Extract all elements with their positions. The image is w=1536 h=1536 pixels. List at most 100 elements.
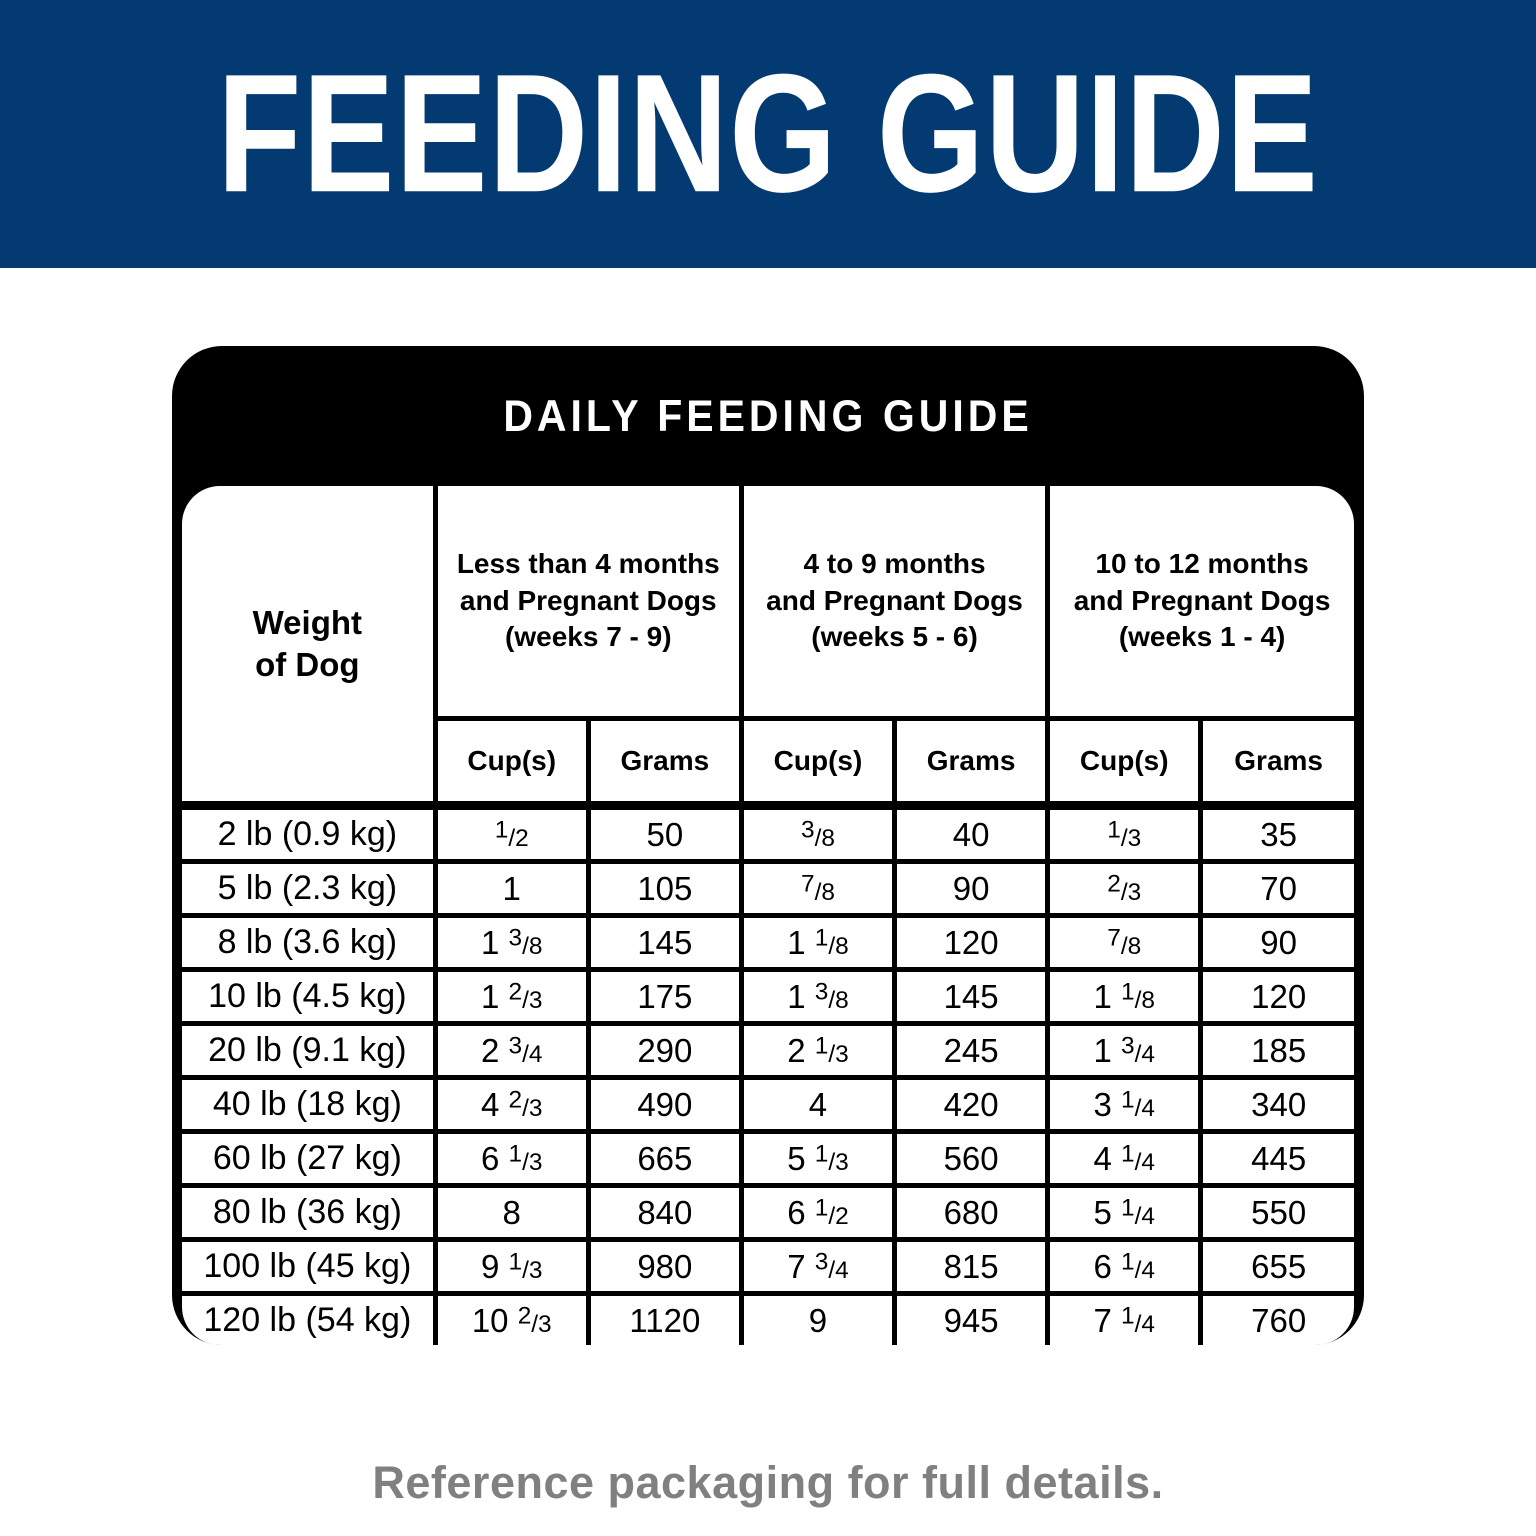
grams-cell: 245 xyxy=(892,1021,1051,1080)
grams-cell: 50 xyxy=(585,801,744,864)
cups-cell: 6 1/3 xyxy=(432,1129,591,1188)
cups-cell: 2/3 xyxy=(1045,859,1204,918)
cups-cell: 1 xyxy=(432,859,591,918)
grams-cell: 145 xyxy=(892,967,1051,1026)
cups-cell: 2 1/3 xyxy=(738,1021,898,1080)
grams-cell: 90 xyxy=(1198,913,1354,972)
cups-cell: 4 2/3 xyxy=(432,1075,591,1134)
grams-cell: 175 xyxy=(585,967,744,1026)
weight-cell: 10 lb (4.5 kg) xyxy=(182,967,438,1026)
table-row: 40 lb (18 kg) 4 2/3 490 4 420 3 1/4 340 xyxy=(182,1075,1354,1134)
cups-cell: 3/8 xyxy=(738,801,898,864)
card-header: DAILY FEEDING GUIDE xyxy=(172,346,1364,486)
cups-cell: 1 3/4 xyxy=(1045,1021,1204,1080)
cups-cell: 9 xyxy=(738,1291,898,1345)
weight-cell: 80 lb (36 kg) xyxy=(182,1183,438,1242)
feeding-table-container: Weight of Dog Less than 4 months and Pre… xyxy=(182,486,1354,1345)
age-group-header-under-4-months: Less than 4 months and Pregnant Dogs (we… xyxy=(432,486,744,721)
cups-cell: 1/3 xyxy=(1045,801,1204,864)
grams-cell: 445 xyxy=(1198,1129,1354,1188)
table-row: 5 lb (2.3 kg) 1 105 7/8 90 2/3 70 xyxy=(182,859,1354,918)
page-title: FEEDING GUIDE xyxy=(217,39,1319,228)
weight-cell: 20 lb (9.1 kg) xyxy=(182,1021,438,1080)
grams-cell: 665 xyxy=(585,1129,744,1188)
cups-cell: 1 1/8 xyxy=(1045,967,1204,1026)
grams-cell: 35 xyxy=(1198,801,1354,864)
cups-cell: 5 1/4 xyxy=(1045,1183,1204,1242)
cups-cell: 1 3/8 xyxy=(432,913,591,972)
grams-cell: 1120 xyxy=(585,1291,744,1345)
cups-header: Cup(s) xyxy=(1045,716,1204,808)
feeding-table-body: 2 lb (0.9 kg) 1/2 50 3/8 40 1/3 35 5 lb … xyxy=(182,801,1354,1345)
cups-cell: 1 3/8 xyxy=(738,967,898,1026)
table-row: 100 lb (45 kg) 9 1/3 980 7 3/4 815 6 1/4… xyxy=(182,1237,1354,1296)
age-group-header-10-to-12-months: 10 to 12 months and Pregnant Dogs (weeks… xyxy=(1045,486,1354,721)
grams-cell: 90 xyxy=(892,859,1051,918)
grams-cell: 120 xyxy=(1198,967,1354,1026)
weight-cell: 8 lb (3.6 kg) xyxy=(182,913,438,972)
weight-cell: 120 lb (54 kg) xyxy=(182,1291,438,1345)
grams-cell: 490 xyxy=(585,1075,744,1134)
grams-cell: 550 xyxy=(1198,1183,1354,1242)
grams-cell: 40 xyxy=(892,801,1051,864)
cups-cell: 1 2/3 xyxy=(432,967,591,1026)
table-row: 120 lb (54 kg) 10 2/3 1120 9 945 7 1/4 7… xyxy=(182,1291,1354,1345)
grams-cell: 840 xyxy=(585,1183,744,1242)
cups-cell: 7/8 xyxy=(1045,913,1204,972)
table-row: 10 lb (4.5 kg) 1 2/3 175 1 3/8 145 1 1/8… xyxy=(182,967,1354,1026)
grams-cell: 70 xyxy=(1198,859,1354,918)
cups-cell: 4 xyxy=(738,1075,898,1134)
grams-header: Grams xyxy=(892,716,1051,808)
grams-cell: 980 xyxy=(585,1237,744,1296)
weight-cell: 60 lb (27 kg) xyxy=(182,1129,438,1188)
grams-header: Grams xyxy=(585,716,744,808)
grams-cell: 680 xyxy=(892,1183,1051,1242)
cups-cell: 6 1/4 xyxy=(1045,1237,1204,1296)
grams-cell: 420 xyxy=(892,1075,1051,1134)
grams-cell: 145 xyxy=(585,913,744,972)
grams-cell: 945 xyxy=(892,1291,1051,1345)
cups-header: Cup(s) xyxy=(435,716,591,808)
table-row: 20 lb (9.1 kg) 2 3/4 290 2 1/3 245 1 3/4… xyxy=(182,1021,1354,1080)
page-banner: FEEDING GUIDE xyxy=(0,0,1536,268)
grams-cell: 560 xyxy=(892,1129,1051,1188)
cups-cell: 3 1/4 xyxy=(1045,1075,1204,1134)
grams-cell: 655 xyxy=(1198,1237,1354,1296)
table-row: 2 lb (0.9 kg) 1/2 50 3/8 40 1/3 35 xyxy=(182,801,1354,864)
cups-cell: 8 xyxy=(432,1183,591,1242)
grams-cell: 340 xyxy=(1198,1075,1354,1134)
cups-cell: 5 1/3 xyxy=(738,1129,898,1188)
weight-of-dog-header: Weight of Dog xyxy=(182,486,438,808)
cups-cell: 10 2/3 xyxy=(432,1291,591,1345)
cups-header: Cup(s) xyxy=(738,716,898,808)
weight-cell: 2 lb (0.9 kg) xyxy=(182,801,438,864)
table-row: 8 lb (3.6 kg) 1 3/8 145 1 1/8 120 7/8 90 xyxy=(182,913,1354,972)
age-group-header-4-to-9-months: 4 to 9 months and Pregnant Dogs (weeks 5… xyxy=(738,486,1051,721)
age-group-header-row: Weight of Dog Less than 4 months and Pre… xyxy=(182,486,1354,808)
card-title: DAILY FEEDING GUIDE xyxy=(503,390,1033,441)
grams-cell: 185 xyxy=(1198,1021,1354,1080)
grams-header: Grams xyxy=(1198,716,1354,808)
feeding-guide-card: DAILY FEEDING GUIDE Weight of Dog Less t… xyxy=(172,346,1364,1345)
footer-note: Reference packaging for full details. xyxy=(372,1457,1164,1508)
grams-cell: 760 xyxy=(1198,1291,1354,1345)
cups-cell: 4 1/4 xyxy=(1045,1129,1204,1188)
feeding-table: Weight of Dog Less than 4 months and Pre… xyxy=(182,486,1354,1345)
cups-cell: 7 3/4 xyxy=(738,1237,898,1296)
weight-cell: 5 lb (2.3 kg) xyxy=(182,859,438,918)
cups-cell: 2 3/4 xyxy=(432,1021,591,1080)
grams-cell: 290 xyxy=(585,1021,744,1080)
cups-cell: 7 1/4 xyxy=(1045,1291,1204,1345)
unit-header-row: Cup(s) Grams Cup(s) Grams Cup(s) Grams xyxy=(182,716,1354,808)
grams-cell: 120 xyxy=(892,913,1051,972)
cups-cell: 1/2 xyxy=(432,801,591,864)
weight-cell: 40 lb (18 kg) xyxy=(182,1075,438,1134)
table-row: 60 lb (27 kg) 6 1/3 665 5 1/3 560 4 1/4 … xyxy=(182,1129,1354,1188)
cups-cell: 7/8 xyxy=(738,859,898,918)
table-row: 80 lb (36 kg) 8 840 6 1/2 680 5 1/4 550 xyxy=(182,1183,1354,1242)
cups-cell: 9 1/3 xyxy=(432,1237,591,1296)
cups-cell: 1 1/8 xyxy=(738,913,898,972)
grams-cell: 815 xyxy=(892,1237,1051,1296)
grams-cell: 105 xyxy=(585,859,744,918)
cups-cell: 6 1/2 xyxy=(738,1183,898,1242)
